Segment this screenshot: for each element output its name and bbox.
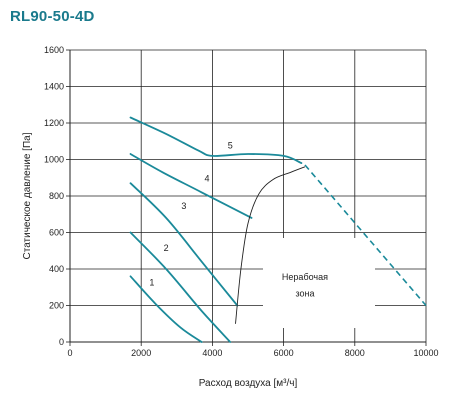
fan-curve-1	[129, 275, 203, 343]
fan-curve-2	[129, 231, 232, 343]
x-tick-label: 6000	[274, 348, 294, 358]
y-tick-label: 800	[49, 191, 64, 201]
curve-label-1: 1	[149, 277, 154, 287]
y-tick-label: 1000	[44, 155, 64, 165]
y-tick-label: 600	[49, 228, 64, 238]
y-axis-label: Статическое давление [Па]	[22, 132, 33, 259]
fan-curve-3	[129, 182, 239, 307]
curve-label-5: 5	[228, 141, 233, 151]
fan-curve-5	[129, 116, 303, 164]
series-layer	[129, 116, 427, 343]
curve-label-4: 4	[205, 173, 210, 183]
y-tick-label: 1600	[44, 45, 64, 55]
x-tick-label: 4000	[202, 348, 222, 358]
labels-layer: 1 2 3 4 5 Нерабочая зона	[149, 141, 328, 299]
grid-layer	[70, 49, 427, 342]
y-tick-label: 1200	[44, 118, 64, 128]
y-tick-label: 400	[49, 264, 64, 274]
x-tick-label: 10000	[413, 348, 438, 358]
axes-layer: 0 200 400 600 800 1000 1200 1400 1600 0 2000 4000 60…	[44, 45, 439, 358]
chart-title: RL90-50-4D	[10, 8, 95, 25]
limit-line-dashed	[304, 164, 427, 307]
y-tick-label: 1400	[44, 82, 64, 92]
y-tick-label: 200	[49, 301, 64, 311]
curve-label-3: 3	[181, 201, 186, 211]
fan-curve-4	[129, 153, 253, 219]
x-tick-label: 2000	[131, 348, 151, 358]
x-tick-label: 0	[67, 348, 72, 358]
curve-label-2: 2	[164, 243, 169, 253]
nonworking-zone-label: Нерабочая	[282, 272, 328, 282]
working-zone-boundary	[235, 166, 306, 324]
nonworking-zone-label: зона	[295, 288, 314, 298]
x-axis-label: Расход воздуха [м³/ч]	[199, 378, 298, 389]
nonworking-zone-backdrop	[263, 238, 375, 328]
y-tick-label: 0	[59, 337, 64, 347]
x-tick-label: 8000	[345, 348, 365, 358]
